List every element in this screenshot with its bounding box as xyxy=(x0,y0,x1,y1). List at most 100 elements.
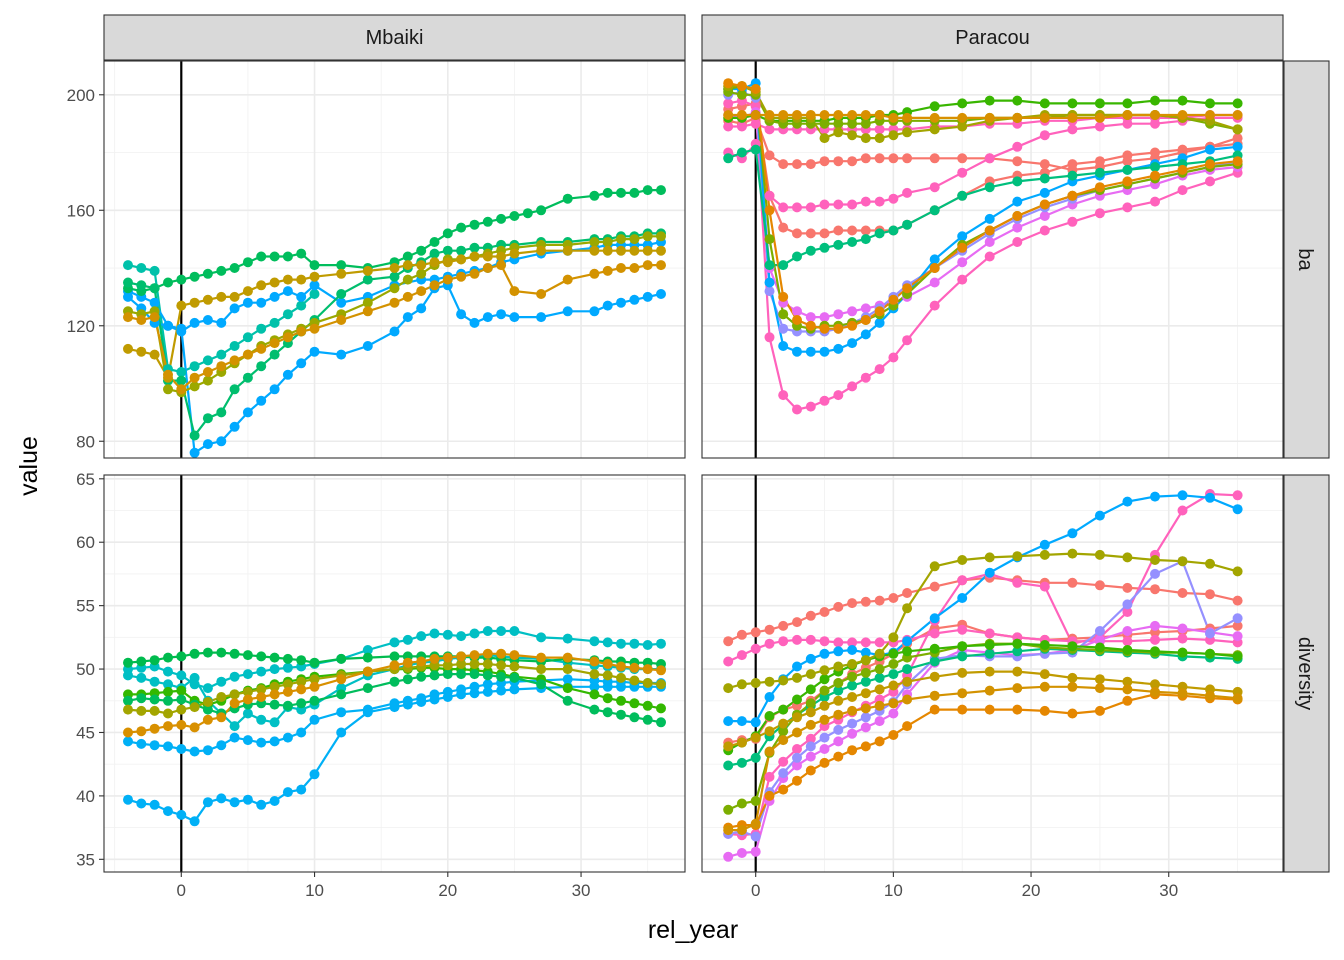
data-point xyxy=(123,727,133,738)
data-point xyxy=(416,656,427,667)
data-point xyxy=(429,694,440,705)
data-point xyxy=(176,704,187,715)
panel-paracou-ba xyxy=(701,60,1284,459)
data-point xyxy=(902,721,913,732)
data-point xyxy=(269,796,280,806)
data-point xyxy=(136,656,147,667)
data-point xyxy=(616,245,626,256)
data-point xyxy=(509,312,520,323)
data-point xyxy=(536,664,547,675)
data-point xyxy=(1094,112,1105,123)
data-point xyxy=(833,709,844,720)
data-point xyxy=(723,825,734,836)
data-point xyxy=(1039,549,1050,560)
data-point xyxy=(888,294,899,305)
x-tick-label: 10 xyxy=(305,881,324,900)
data-point xyxy=(442,669,453,680)
data-point xyxy=(819,346,830,357)
data-point xyxy=(833,695,844,706)
data-point xyxy=(269,384,280,395)
data-point xyxy=(282,332,293,343)
data-point xyxy=(957,167,968,178)
data-point xyxy=(929,690,940,701)
data-point xyxy=(764,150,775,161)
data-point xyxy=(176,323,187,334)
data-point xyxy=(416,631,427,642)
data-point xyxy=(1232,141,1243,152)
data-point xyxy=(929,561,940,572)
data-point xyxy=(176,367,187,377)
data-point xyxy=(957,242,968,253)
data-point xyxy=(629,675,640,686)
data-point xyxy=(847,705,858,716)
data-point xyxy=(216,712,227,723)
data-point xyxy=(957,112,968,123)
data-point xyxy=(860,110,871,120)
data-point xyxy=(1232,595,1243,606)
strip-mbaiki xyxy=(103,14,686,61)
data-point xyxy=(833,309,844,320)
data-point xyxy=(402,274,413,285)
data-point xyxy=(819,133,830,144)
data-point xyxy=(833,637,844,648)
data-point xyxy=(509,286,520,297)
data-point xyxy=(860,637,871,648)
data-point xyxy=(216,793,227,804)
data-point xyxy=(902,676,913,687)
data-point xyxy=(296,300,307,311)
data-point xyxy=(1122,176,1133,187)
data-point xyxy=(416,671,427,682)
data-point xyxy=(1012,237,1023,247)
data-point xyxy=(1177,633,1188,644)
data-point xyxy=(1232,566,1243,577)
data-point xyxy=(888,659,899,669)
data-point xyxy=(792,775,802,786)
data-point xyxy=(189,297,200,308)
data-point xyxy=(242,669,253,680)
data-point xyxy=(296,291,307,302)
data-point xyxy=(778,704,789,715)
data-point xyxy=(778,636,789,647)
panel-mbaiki-diversity: 35 40 45 50 55 60 65 0 10 20 30 xyxy=(76,470,686,900)
data-point xyxy=(163,695,173,706)
data-point xyxy=(736,737,747,748)
data-point xyxy=(256,666,267,677)
data-point xyxy=(189,702,200,713)
data-point xyxy=(642,245,653,256)
data-point xyxy=(874,124,885,135)
data-point xyxy=(723,804,734,815)
data-point xyxy=(847,671,858,682)
panel-border xyxy=(103,60,686,459)
data-point xyxy=(1012,704,1023,715)
data-point xyxy=(874,716,885,727)
data-point xyxy=(216,361,227,372)
data-point xyxy=(389,263,400,273)
data-point xyxy=(1122,684,1133,695)
data-point xyxy=(229,421,240,432)
data-point xyxy=(482,626,493,636)
data-point xyxy=(1232,504,1243,515)
data-point xyxy=(1122,676,1133,687)
data-point xyxy=(456,309,467,320)
data-point xyxy=(984,628,995,639)
data-point xyxy=(778,784,789,795)
data-point xyxy=(860,647,871,658)
data-point xyxy=(482,659,493,669)
data-point xyxy=(456,245,467,256)
data-point xyxy=(149,655,160,666)
data-point xyxy=(309,674,320,685)
data-point xyxy=(536,679,547,690)
data-point xyxy=(764,124,775,135)
data-point xyxy=(362,652,373,663)
data-point xyxy=(602,300,613,311)
data-point xyxy=(984,213,995,224)
data-point xyxy=(309,271,320,282)
data-point xyxy=(1205,648,1215,659)
data-point xyxy=(957,231,968,242)
data-point xyxy=(189,372,200,383)
data-point xyxy=(847,338,858,349)
data-point xyxy=(389,283,400,294)
data-point xyxy=(957,624,968,635)
data-point xyxy=(1177,164,1188,175)
data-point xyxy=(429,280,440,291)
